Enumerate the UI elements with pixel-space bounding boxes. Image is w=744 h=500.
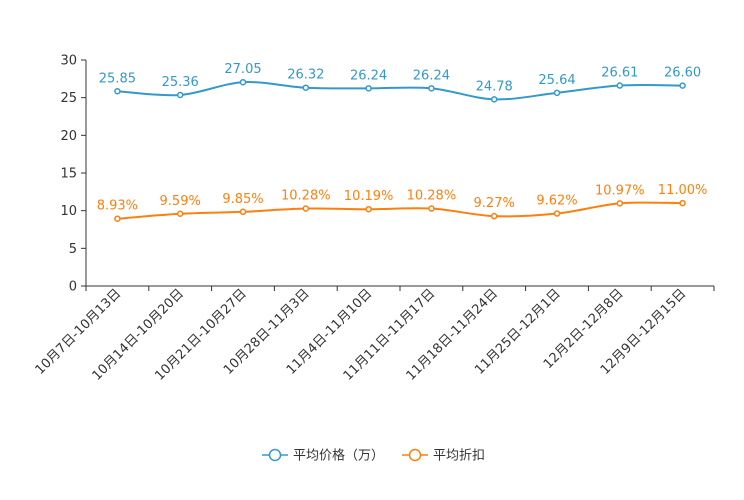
data-label: 9.59%	[160, 194, 201, 209]
data-point[interactable]	[114, 88, 121, 95]
series-1: 25.85 25.36 27.05 26.32 26.24 26.24 24.78 25.64…	[99, 62, 701, 103]
data-label: 25.85	[99, 71, 136, 86]
y-tick-label: 5	[69, 242, 77, 257]
data-point[interactable]	[428, 85, 435, 92]
series-layer: 25.85 25.36 27.05 26.32 26.24 26.24 24.78 25.64…	[97, 62, 708, 222]
data-point[interactable]	[553, 210, 561, 217]
legend-item-1[interactable]: 平均价格（万）	[262, 448, 384, 464]
data-label: 26.61	[601, 66, 638, 81]
data-point[interactable]	[114, 215, 121, 222]
data-label: 27.05	[224, 62, 261, 77]
data-point[interactable]	[490, 96, 498, 103]
data-point[interactable]	[616, 82, 624, 89]
legend-marker-icon	[268, 448, 282, 462]
y-tick-label: 25	[60, 91, 77, 106]
series-line	[117, 81, 683, 101]
legend-label: 平均价格（万）	[293, 448, 384, 464]
data-label: 26.32	[287, 68, 324, 83]
axes: 05101520253010月7日-10月13日10月14日-10月20日10月…	[33, 54, 715, 384]
data-label: 25.36	[162, 75, 199, 90]
y-tick-label: 15	[60, 167, 77, 182]
data-label: 10.19%	[344, 189, 394, 204]
legend-item-2[interactable]: 平均折扣	[402, 449, 485, 464]
data-label: 26.60	[664, 66, 701, 81]
data-point[interactable]	[176, 210, 184, 218]
data-point[interactable]	[302, 84, 310, 91]
data-point[interactable]	[616, 200, 624, 207]
data-label: 10.28%	[407, 189, 457, 204]
data-label: 10.97%	[595, 183, 645, 198]
data-point[interactable]	[302, 205, 310, 212]
series-2: 8.93% 9.59% 9.85% 10.28% 10.19% 10.28% 9.27% 9.…	[97, 183, 708, 222]
data-label: 9.27%	[474, 196, 515, 211]
data-point[interactable]	[679, 82, 686, 89]
data-label: 24.78	[476, 79, 513, 94]
series-line	[117, 201, 683, 220]
data-label: 11.00%	[658, 183, 708, 198]
data-label: 26.24	[413, 68, 450, 83]
data-label: 25.64	[538, 73, 575, 88]
data-point[interactable]	[490, 212, 498, 220]
y-tick-label: 10	[60, 204, 77, 219]
legend: 平均价格（万） 平均折扣	[262, 448, 485, 464]
legend-marker-icon	[408, 448, 422, 462]
data-point[interactable]	[239, 208, 247, 216]
data-label: 8.93%	[97, 199, 138, 214]
data-label: 26.24	[350, 68, 387, 83]
data-point[interactable]	[679, 199, 686, 207]
data-point[interactable]	[365, 205, 372, 213]
data-label: 10.28%	[281, 189, 331, 204]
data-point[interactable]	[428, 205, 435, 212]
legend-label: 平均折扣	[433, 449, 485, 464]
y-tick-label: 20	[60, 129, 77, 144]
y-tick-label: 0	[69, 280, 77, 295]
data-point[interactable]	[365, 85, 372, 92]
data-label: 9.85%	[222, 192, 263, 207]
data-point[interactable]	[176, 91, 184, 99]
y-tick-label: 30	[60, 54, 77, 69]
data-label: 9.62%	[536, 194, 577, 209]
data-point[interactable]	[553, 89, 561, 97]
data-point[interactable]	[239, 78, 247, 86]
